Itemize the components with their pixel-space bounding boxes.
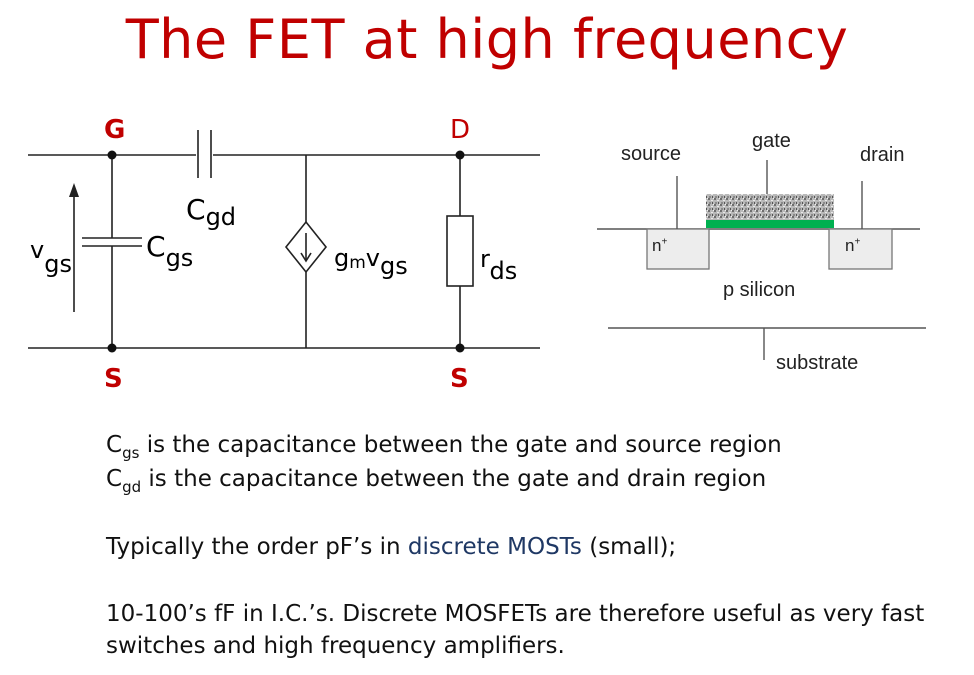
substrate-label: substrate	[776, 352, 859, 374]
cgd-symbol: C	[106, 466, 123, 492]
node-s-left-dot	[107, 343, 117, 353]
gate-label: gate	[752, 130, 791, 152]
cgs-main: C	[146, 230, 166, 263]
n-plus-drain	[828, 228, 893, 270]
typical-text-a: Typically the order pF’s in	[106, 534, 408, 560]
node-s-right-label: S	[450, 364, 469, 394]
text-line-cgd: Cgd is the capacitance between the gate …	[106, 466, 766, 496]
p-silicon-label: p silicon	[723, 279, 796, 301]
plus-left: +	[661, 236, 668, 248]
n-plus-drain-label: n+	[845, 236, 860, 256]
discrete-mosts-text: discrete MOSTs	[407, 534, 582, 560]
node-g-dot	[107, 150, 117, 160]
node-s-right-dot	[455, 343, 465, 353]
page-title: The FET at high frequency	[125, 8, 849, 71]
cgd-symbol-sub: gd	[122, 478, 142, 496]
gm-main: g	[334, 244, 350, 272]
n-right: n	[845, 236, 855, 255]
small-signal-circuit	[28, 130, 540, 349]
cgd-description: is the capacitance between the gate and …	[141, 466, 767, 492]
node-s-left-label: S	[104, 364, 123, 394]
n-plus-source	[646, 228, 710, 270]
node-d-dot	[455, 150, 465, 160]
typical-text-b: (small);	[581, 534, 677, 560]
vgs-label: vgs	[30, 232, 72, 278]
current-arrow-head	[300, 252, 312, 263]
gm-v: v	[365, 244, 380, 272]
cgs-symbol-sub: gs	[122, 444, 140, 462]
text-line-typical: Typically the order pF’s in discrete MOS…	[106, 534, 676, 560]
cgd-main: C	[186, 193, 206, 226]
node-d-label: D	[450, 115, 471, 145]
text-line-ic: 10-100’s fF in I.C.’s. Discrete MOSFETs …	[106, 601, 925, 627]
node-g-label: G	[104, 115, 126, 145]
source-label: source	[621, 143, 682, 165]
rds-resistor	[446, 215, 474, 287]
gm-vsub: gs	[380, 252, 408, 280]
drain-label: drain	[860, 144, 905, 166]
vgs-main: v	[30, 236, 45, 264]
cgs-sub: gs	[165, 244, 194, 272]
vgs-sub: gs	[44, 250, 72, 278]
rds-main: r	[480, 245, 490, 273]
cgs-description: is the capacitance between the gate and …	[139, 432, 782, 458]
text-line-switches: switches and high frequency amplifiers.	[106, 633, 565, 659]
cgd-sub: gd	[205, 203, 237, 231]
cgs-label: Cgs	[146, 230, 193, 272]
gm-vgs-label: gmvgs	[334, 240, 408, 280]
cgd-label: Cgd	[186, 193, 236, 231]
mosfet-cross-section	[597, 160, 926, 360]
gm-sub: m	[349, 253, 366, 273]
gate-oxide	[706, 220, 834, 228]
n-plus-source-label: n+	[652, 236, 667, 256]
plus-right: +	[854, 236, 861, 248]
cgs-symbol: C	[106, 432, 123, 458]
rds-label: rds	[480, 241, 517, 285]
n-left: n	[652, 236, 662, 255]
text-line-cgs: Cgs is the capacitance between the gate …	[106, 432, 782, 462]
rds-sub: ds	[489, 257, 518, 285]
vgs-arrow-head	[69, 183, 79, 197]
gate-electrode	[706, 194, 834, 220]
